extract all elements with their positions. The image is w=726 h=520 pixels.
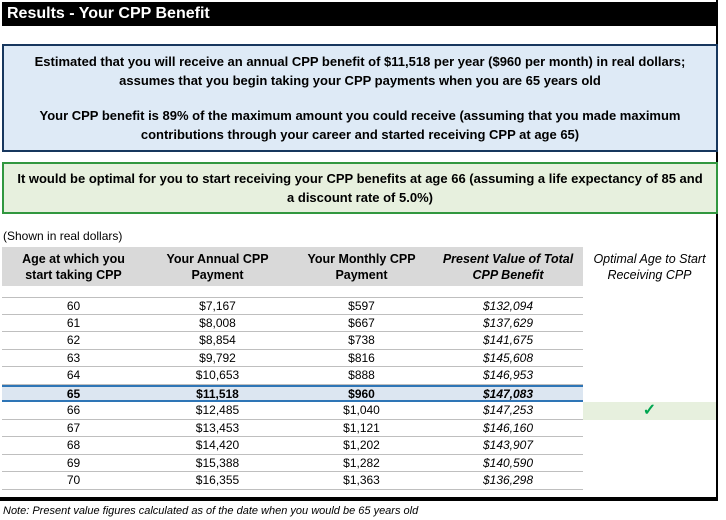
- optimal-marker-cell: [583, 367, 716, 385]
- table-row: 62 $8,854 $738 $141,675: [2, 332, 716, 350]
- monthly-payment-cell: $816: [290, 350, 433, 367]
- present-value-cell: $143,907: [433, 437, 583, 455]
- benefit-percent-text: Your CPP benefit is 89% of the maximum a…: [39, 108, 681, 142]
- annual-payment-cell: $8,854: [145, 332, 290, 350]
- col-header-annual-payment: Your Annual CPP Payment: [145, 247, 290, 286]
- optimal-marker-cell: [583, 472, 716, 490]
- table-row: 61 $8,008 $667 $137,629: [2, 315, 716, 333]
- monthly-payment-cell: $738: [290, 332, 433, 350]
- col-header-optimal-age: Optimal Age to Start Receiving CPP: [593, 251, 706, 282]
- present-value-cell: $147,253: [433, 402, 583, 420]
- optimal-checkmark-icon: ✓: [583, 402, 716, 420]
- annual-payment-cell: $8,008: [145, 315, 290, 332]
- age-cell: 60: [2, 297, 145, 315]
- monthly-payment-cell: $960: [290, 384, 433, 402]
- annual-payment-cell: $14,420: [145, 437, 290, 455]
- age-cell: 69: [2, 455, 145, 472]
- optimal-marker-cell: [583, 437, 716, 455]
- table-row: 60 $7,167 $597 $132,094: [2, 297, 716, 315]
- annual-payment-cell: $12,485: [145, 402, 290, 420]
- monthly-payment-cell: $1,121: [290, 420, 433, 437]
- benefit-summary-box: Estimated that you will receive an annua…: [2, 44, 718, 152]
- table-row-optimal-age-66: 66 $12,485 $1,040 $147,253 ✓: [2, 402, 716, 420]
- table-header-row: Age at which you start taking CPP Your A…: [2, 247, 716, 286]
- table-row: 67 $13,453 $1,121 $146,160: [2, 420, 716, 438]
- footnote: Note: Present value figures calculated a…: [3, 505, 419, 517]
- annual-payment-cell: $9,792: [145, 350, 290, 367]
- optimal-marker-cell: [583, 350, 716, 368]
- annual-payment-cell: $16,355: [145, 472, 290, 490]
- units-caption: (Shown in real dollars): [3, 229, 123, 243]
- benefit-estimate-text: Estimated that you will receive an annua…: [34, 54, 686, 88]
- age-cell: 62: [2, 332, 145, 350]
- table-row: 68 $14,420 $1,202 $143,907: [2, 437, 716, 455]
- page-title: Results - Your CPP Benefit: [2, 2, 716, 26]
- age-cell: 65: [2, 384, 145, 402]
- optimal-marker-cell: [583, 315, 716, 333]
- table-row: 70 $16,355 $1,363 $136,298: [2, 472, 716, 490]
- age-cell: 61: [2, 315, 145, 332]
- present-value-cell: $145,608: [433, 350, 583, 367]
- table-body: 60 $7,167 $597 $132,094 61 $8,008 $667 $…: [2, 297, 716, 490]
- age-cell: 63: [2, 350, 145, 367]
- optimal-marker-cell: [583, 297, 716, 315]
- sheet-right-border: [716, 0, 718, 501]
- present-value-cell: $146,953: [433, 367, 583, 385]
- table-row: 69 $15,388 $1,282 $140,590: [2, 455, 716, 473]
- age-cell: 64: [2, 367, 145, 385]
- optimal-age-box: It would be optimal for you to start rec…: [2, 162, 718, 214]
- table-row: 64 $10,653 $888 $146,953: [2, 367, 716, 385]
- annual-payment-cell: $7,167: [145, 297, 290, 315]
- monthly-payment-cell: $1,363: [290, 472, 433, 490]
- present-value-cell: $137,629: [433, 315, 583, 332]
- optimal-marker-cell: [583, 420, 716, 438]
- col-header-monthly-payment: Your Monthly CPP Payment: [290, 247, 433, 286]
- optimal-marker-cell: [583, 455, 716, 473]
- present-value-cell: $132,094: [433, 297, 583, 315]
- optimal-marker-cell: [583, 332, 716, 350]
- annual-payment-cell: $13,453: [145, 420, 290, 437]
- present-value-cell: $141,675: [433, 332, 583, 350]
- present-value-cell: $136,298: [433, 472, 583, 490]
- col-header-age: Age at which you start taking CPP: [2, 247, 145, 286]
- monthly-payment-cell: $888: [290, 367, 433, 385]
- present-value-cell: $147,083: [433, 384, 583, 402]
- age-cell: 70: [2, 472, 145, 490]
- age-cell: 68: [2, 437, 145, 455]
- annual-payment-cell: $10,653: [145, 367, 290, 385]
- monthly-payment-cell: $1,202: [290, 437, 433, 455]
- table-row-selected-age-65: 65 $11,518 $960 $147,083: [2, 384, 716, 403]
- col-header-present-value: Present Value of Total CPP Benefit: [433, 247, 583, 286]
- present-value-cell: $140,590: [433, 455, 583, 472]
- monthly-payment-cell: $1,282: [290, 455, 433, 472]
- monthly-payment-cell: $597: [290, 297, 433, 315]
- table-row: 63 $9,792 $816 $145,608: [2, 350, 716, 368]
- age-cell: 66: [2, 402, 145, 420]
- monthly-payment-cell: $1,040: [290, 402, 433, 420]
- annual-payment-cell: $11,518: [145, 384, 290, 402]
- annual-payment-cell: $15,388: [145, 455, 290, 472]
- optimal-marker-cell: [583, 385, 716, 403]
- monthly-payment-cell: $667: [290, 315, 433, 332]
- optimal-age-text: It would be optimal for you to start rec…: [17, 171, 703, 205]
- bottom-border: [0, 497, 718, 501]
- age-cell: 67: [2, 420, 145, 437]
- present-value-cell: $146,160: [433, 420, 583, 437]
